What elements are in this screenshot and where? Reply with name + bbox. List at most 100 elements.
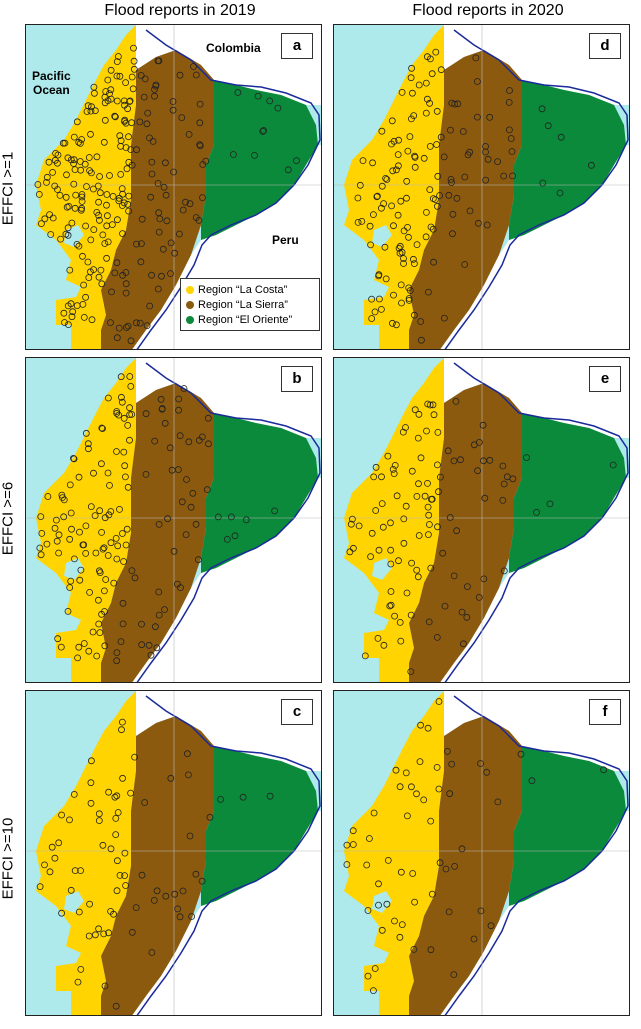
flood-report-marker [107,95,115,103]
flood-report-marker [375,272,382,280]
flood-report-marker [110,579,118,587]
flood-report-marker [453,527,460,535]
flood-report-marker [88,169,95,177]
flood-report-marker [459,640,467,648]
flood-report-marker [381,243,389,251]
flood-report-marker [158,405,166,413]
flood-report-marker [168,466,176,474]
flood-report-marker [182,198,189,206]
flood-report-marker [116,505,123,513]
flood-report-marker [151,92,158,100]
flood-report-marker [217,796,225,803]
flood-report-marker [435,488,442,496]
flood-report-marker [386,602,394,610]
flood-report-marker [414,573,422,581]
flood-report-marker [196,100,204,108]
flood-report-marker [112,113,119,121]
flood-report-marker [84,440,92,448]
flood-report-marker [41,215,49,223]
flood-report-marker [126,97,134,105]
flood-report-marker [117,170,125,178]
flood-report-marker [112,815,120,822]
flood-report-marker [122,882,129,889]
flood-report-marker [155,611,163,619]
flood-report-marker [170,547,178,555]
flood-report-marker [70,455,77,462]
flood-report-marker [80,313,88,321]
flood-report-marker [104,212,111,220]
flood-report-marker [387,588,395,595]
flood-report-marker [440,153,448,161]
flood-report-marker [183,476,190,483]
flood-report-marker [43,178,50,186]
flood-report-marker [411,311,418,319]
flood-report-marker [155,228,163,236]
flood-report-marker [148,271,155,279]
flood-report-marker [70,791,78,798]
flood-report-marker [507,135,515,142]
flood-report-marker [466,207,474,215]
flood-report-marker [378,500,386,508]
flood-report-marker [411,163,419,171]
flood-report-marker [434,172,442,180]
flood-report-marker [446,790,454,798]
flood-report-marker [450,971,458,979]
flood-report-marker [58,909,65,917]
flood-report-marker [125,133,132,141]
flood-report-marker [140,93,148,101]
flood-report-marker [70,180,78,188]
flood-report-marker [251,151,258,159]
flood-report-marker [113,72,121,80]
flood-report-marker [397,637,405,645]
flood-report-marker [517,750,525,758]
flood-report-marker [95,925,102,933]
flood-report-marker [434,202,441,210]
column-title-2020: Flood reports in 2020 [412,2,564,19]
colombia-label: Colombia [206,41,261,55]
flood-report-marker [64,154,72,162]
map-panel-e: e [333,357,630,683]
flood-report-marker [587,161,595,169]
flood-report-marker [428,495,436,503]
legend-swatch [186,285,194,294]
flood-report-marker [407,668,415,676]
region-sierra [101,716,214,1015]
flood-report-marker [175,406,183,414]
flood-report-marker [424,503,432,511]
flood-report-marker [400,227,408,235]
flood-report-marker [387,601,395,609]
panel-letter: e [589,366,621,392]
flood-report-marker [544,122,552,130]
flood-report-marker [205,440,212,448]
flood-report-marker [188,913,196,920]
flood-report-marker [82,522,90,530]
flood-report-marker [130,57,138,65]
flood-report-marker [393,492,401,500]
flood-report-marker [451,862,458,870]
flood-report-marker [129,85,137,93]
flood-report-marker [463,583,471,591]
flood-report-marker [420,796,428,804]
flood-report-marker [66,481,74,489]
flood-report-marker [382,275,390,283]
flood-report-marker [395,136,402,144]
flood-report-marker [482,176,490,184]
flood-report-marker [113,58,121,65]
flood-report-marker [35,190,43,198]
flood-report-marker [113,887,121,895]
flood-report-marker [425,618,433,626]
flood-report-marker [413,566,421,574]
flood-report-marker [380,641,388,649]
flood-report-marker [533,508,540,516]
flood-report-marker [444,447,452,455]
flood-report-marker [186,832,194,840]
flood-report-marker [481,494,489,502]
flood-report-marker [450,457,458,465]
flood-report-marker [98,280,106,288]
flood-report-marker [137,258,145,266]
flood-report-marker [130,65,138,73]
legend-swatch [186,300,194,309]
flood-report-marker [112,534,120,542]
flood-report-marker [46,868,54,876]
flood-report-marker [113,259,121,267]
